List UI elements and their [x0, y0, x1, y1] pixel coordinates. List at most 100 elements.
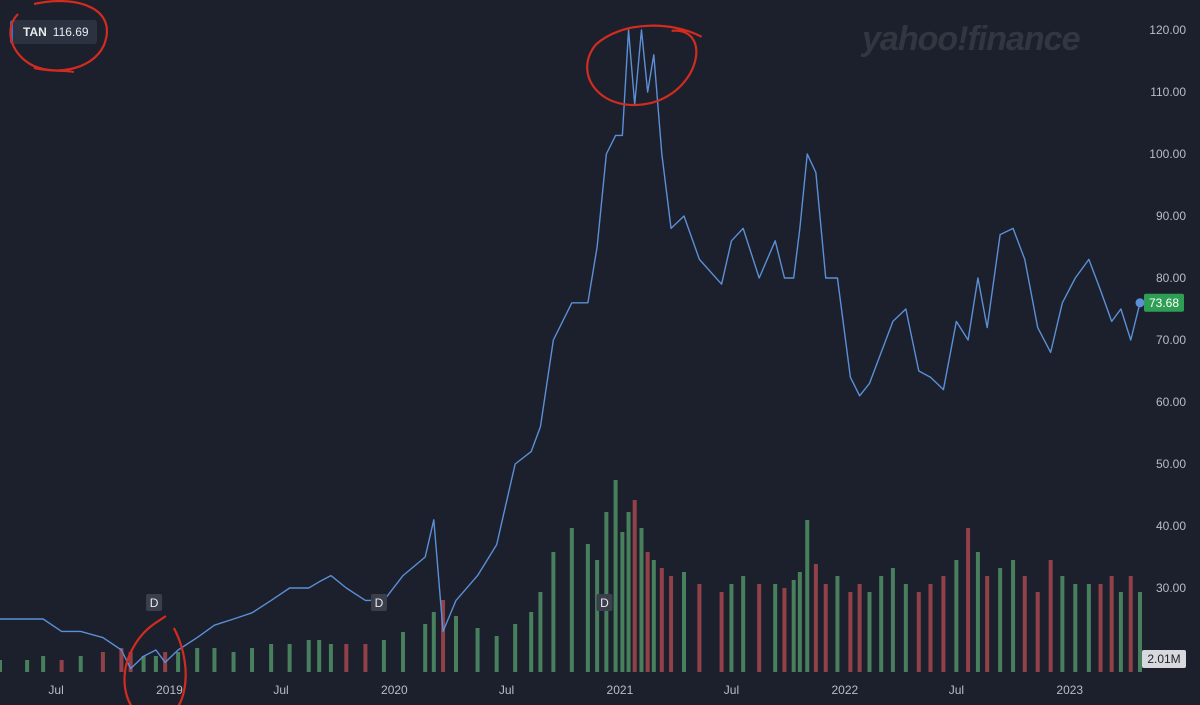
dividend-marker[interactable]: D [370, 594, 387, 611]
volume-bar [212, 648, 217, 672]
volume-bar [538, 592, 543, 672]
volume-bar [620, 532, 625, 672]
ticker-badge: TAN 116.69 [10, 20, 97, 44]
volume-bar [513, 624, 518, 672]
volume-bar [659, 568, 664, 672]
volume-bar [903, 584, 908, 672]
y-tick-label: 70.00 [1156, 333, 1186, 347]
volume-bar [529, 612, 534, 672]
volume-bar [797, 572, 802, 672]
volume-bar [1073, 584, 1078, 672]
volume-bar [141, 656, 146, 672]
x-tick-label: 2021 [607, 683, 634, 697]
last-price-dot [1135, 298, 1145, 308]
volume-bar [363, 644, 368, 672]
volume-bar [639, 528, 644, 672]
dividend-marker[interactable]: D [596, 594, 613, 611]
volume-bar [25, 660, 30, 672]
volume-bar [773, 584, 778, 672]
y-tick-label: 80.00 [1156, 271, 1186, 285]
volume-bar [1035, 592, 1040, 672]
volume-bar [757, 584, 762, 672]
volume-bar [998, 568, 1003, 672]
y-tick-label: 60.00 [1156, 395, 1186, 409]
volume-bar [595, 560, 600, 672]
last-price-label: 73.68 [1149, 296, 1179, 310]
x-tick-label: 2022 [831, 683, 858, 697]
volume-bar [78, 656, 83, 672]
volume-bar [585, 544, 590, 672]
volume-bar [454, 616, 458, 672]
volume-bar [494, 636, 499, 672]
x-tick-label: 2019 [156, 683, 183, 697]
volume-bar [941, 576, 946, 672]
volume-bar [381, 640, 386, 672]
y-tick-label: 100.00 [1149, 147, 1186, 161]
y-tick-label: 120.00 [1149, 23, 1186, 37]
volume-bar [857, 584, 862, 672]
volume-bar [805, 520, 810, 672]
x-tick-label: Jul [499, 683, 514, 697]
volume-bar [423, 624, 428, 672]
volume-bar [651, 560, 656, 672]
x-tick-label: Jul [273, 683, 288, 697]
annotation-circle-low [123, 615, 187, 705]
volume-bar [632, 500, 637, 672]
volume-bar [916, 592, 921, 672]
y-tick-label: 40.00 [1156, 519, 1186, 533]
volume-bar [128, 652, 133, 672]
volume-bar [569, 528, 574, 672]
dividend-marker-box [596, 594, 613, 611]
dividend-marker-label: D [600, 596, 609, 610]
volume-bar [0, 660, 2, 672]
dividend-marker-box [146, 594, 163, 611]
volume-bar [306, 640, 311, 672]
volume-bar [1060, 576, 1065, 672]
watermark-logo: yahoo!finance [862, 20, 1080, 58]
volume-bar [975, 552, 980, 672]
annotation-circle-badge [9, 0, 108, 72]
volume-bar [317, 640, 322, 672]
volume-bar [848, 592, 853, 672]
dividend-marker-label: D [150, 596, 159, 610]
dividend-marker[interactable]: D [146, 594, 163, 611]
volume-bar [813, 564, 818, 672]
volume-bar [431, 612, 436, 672]
volume-bar [626, 512, 631, 672]
volume-bar [153, 656, 158, 672]
annotation-circle-peak [586, 24, 703, 106]
volume-bar [782, 588, 787, 672]
volume-bar [613, 480, 618, 672]
volume-bar [1128, 576, 1133, 672]
volume-bar [985, 576, 990, 672]
volume-bar [195, 648, 200, 672]
volume-bar [551, 552, 556, 672]
volume-bar [1098, 584, 1103, 672]
volume-bar [250, 648, 255, 672]
volume-bar [41, 656, 46, 672]
volume-bar [791, 580, 796, 672]
volume-bar [1086, 584, 1091, 672]
y-tick-label: 50.00 [1156, 457, 1186, 471]
volume-bar [441, 600, 446, 672]
volume-bar [823, 584, 828, 672]
volume-bar [645, 552, 650, 672]
volume-bar [835, 576, 840, 672]
annotation-underline-badge [33, 67, 75, 73]
volume-bar [328, 644, 333, 672]
volume-bar [176, 652, 181, 672]
volume-bar [1048, 560, 1053, 672]
volume-bar [867, 592, 872, 672]
ticker-value: 116.69 [52, 25, 89, 39]
volume-bar [954, 560, 959, 672]
x-tick-label: Jul [48, 683, 63, 697]
x-tick-label: 2023 [1056, 683, 1083, 697]
x-tick-label: Jul [949, 683, 964, 697]
price-line [0, 29, 1141, 670]
y-tick-label: 90.00 [1156, 209, 1186, 223]
volume-bar [604, 512, 609, 672]
x-tick-label: Jul [724, 683, 739, 697]
volume-bar [401, 632, 406, 672]
volume-bar [966, 528, 971, 672]
volume-bar [669, 576, 674, 672]
